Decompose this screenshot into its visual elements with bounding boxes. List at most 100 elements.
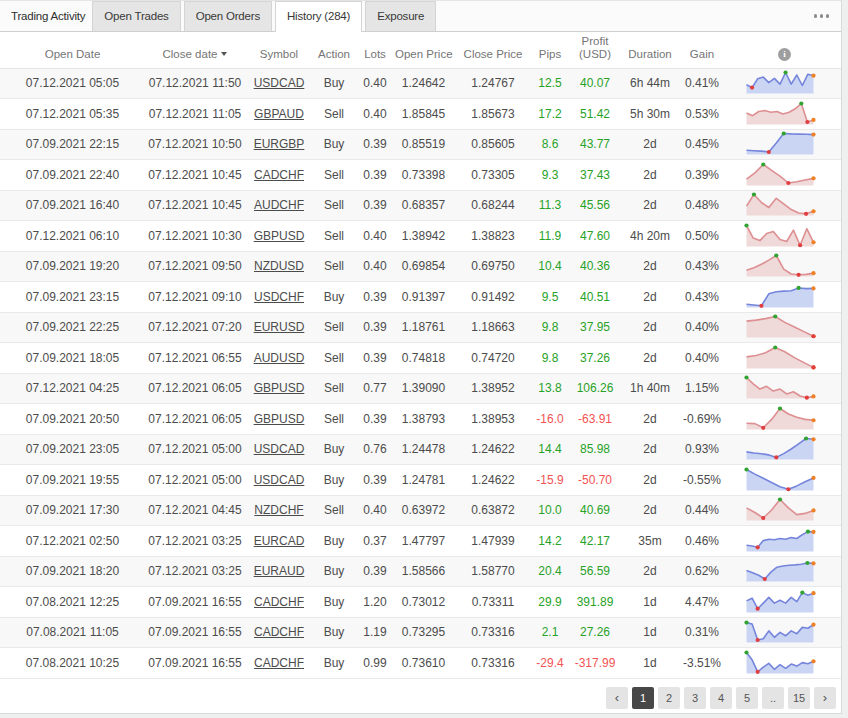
pagination-page-15[interactable]: 15 (788, 687, 810, 709)
pagination-page-4[interactable]: 4 (710, 687, 732, 709)
profit-cell: 40.07 (566, 68, 624, 99)
tab-exposure[interactable]: Exposure (365, 1, 436, 31)
col-action[interactable]: Action (313, 32, 355, 68)
profit-cell: 42.17 (566, 526, 624, 557)
tab-bar: Trading ActivityOpen TradesOpen OrdersHi… (0, 1, 841, 32)
col-duration[interactable]: Duration (624, 32, 676, 68)
symbol-link[interactable]: CADCHF (254, 656, 304, 670)
col-gain[interactable]: Gain (676, 32, 728, 68)
action-cell: Buy (313, 68, 355, 99)
ellipsis-menu-icon[interactable] (811, 14, 829, 32)
close-price-cell: 1.24622 (452, 434, 534, 465)
symbol-link[interactable]: AUDCHF (254, 198, 304, 212)
col-chart: i (728, 32, 841, 68)
symbol-cell: USDCAD (245, 68, 313, 99)
lots-cell: 0.39 (355, 556, 395, 587)
close-price-cell: 1.24622 (452, 465, 534, 496)
symbol-cell: AUDCHF (245, 190, 313, 221)
open-date-cell: 07.09.2021 22:25 (0, 312, 145, 343)
action-cell: Sell (313, 251, 355, 282)
pagination-page-3[interactable]: 3 (684, 687, 706, 709)
pagination-prev-button[interactable]: ‹ (606, 687, 628, 709)
col-close-price[interactable]: Close Price (452, 32, 534, 68)
chart-cell (728, 617, 841, 648)
tab-open-trades[interactable]: Open Trades (92, 1, 180, 31)
symbol-link[interactable]: GBPUSD (254, 381, 305, 395)
gain-cell: 0.39% (676, 160, 728, 191)
tab-open-orders[interactable]: Open Orders (184, 1, 272, 31)
close-date-cell: 07.12.2021 11:50 (145, 68, 245, 99)
lots-cell: 0.76 (355, 434, 395, 465)
table-row: 07.09.2021 16:40 07.12.2021 10:45 AUDCHF… (0, 190, 841, 221)
close-price-cell: 0.74720 (452, 343, 534, 374)
price-sparkline (744, 345, 816, 371)
symbol-link[interactable]: NZDCHF (254, 503, 303, 517)
table-row: 07.08.2021 12:25 07.09.2021 16:55 CADCHF… (0, 587, 841, 618)
col-symbol[interactable]: Symbol (245, 32, 313, 68)
col-close-date[interactable]: Close date (145, 32, 245, 68)
lots-cell: 0.39 (355, 404, 395, 435)
close-date-cell: 07.12.2021 04:45 (145, 495, 245, 526)
symbol-link[interactable]: USDCAD (254, 473, 305, 487)
symbol-link[interactable]: GBPAUD (254, 107, 304, 121)
open-price-cell: 0.91397 (395, 282, 452, 313)
pagination-page-1[interactable]: 1 (632, 687, 654, 709)
action-cell: Sell (313, 190, 355, 221)
symbol-link[interactable]: CADCHF (254, 625, 304, 639)
gain-cell: 0.62% (676, 556, 728, 587)
lots-cell: 0.39 (355, 190, 395, 221)
close-price-cell: 0.73316 (452, 617, 534, 648)
symbol-link[interactable]: AUDUSD (254, 351, 305, 365)
close-price-cell: 1.47939 (452, 526, 534, 557)
col-lots[interactable]: Lots (355, 32, 395, 68)
pips-cell: 9.8 (534, 343, 566, 374)
symbol-link[interactable]: GBPUSD (254, 229, 305, 243)
action-cell: Buy (313, 282, 355, 313)
symbol-link[interactable]: EURGBP (254, 137, 305, 151)
symbol-link[interactable]: NZDUSD (254, 259, 304, 273)
pagination-page-2[interactable]: 2 (658, 687, 680, 709)
table-row: 07.12.2021 04:25 07.12.2021 06:05 GBPUSD… (0, 373, 841, 404)
table-row: 07.09.2021 20:50 07.12.2021 06:05 GBPUSD… (0, 404, 841, 435)
symbol-link[interactable]: EURUSD (254, 320, 305, 334)
col-open-date[interactable]: Open Date (0, 32, 145, 68)
symbol-link[interactable]: GBPUSD (254, 412, 305, 426)
history-table: Open Date Close date Symbol Action Lots … (0, 32, 841, 679)
close-price-cell: 0.68244 (452, 190, 534, 221)
symbol-link[interactable]: USDCHF (254, 290, 304, 304)
gain-cell: 0.43% (676, 282, 728, 313)
profit-cell: 56.59 (566, 556, 624, 587)
duration-cell: 2d (624, 160, 676, 191)
gain-cell: 0.40% (676, 312, 728, 343)
pagination-next-button[interactable]: › (814, 687, 836, 709)
symbol-cell: CADCHF (245, 617, 313, 648)
gain-cell: 0.40% (676, 343, 728, 374)
lots-cell: 0.40 (355, 251, 395, 282)
col-open-price[interactable]: Open Price (395, 32, 452, 68)
col-pips[interactable]: Pips (534, 32, 566, 68)
symbol-link[interactable]: EURCAD (254, 534, 305, 548)
lots-cell: 0.39 (355, 465, 395, 496)
col-profit[interactable]: Profit (USD) (566, 32, 624, 68)
info-icon[interactable]: i (778, 48, 791, 61)
duration-cell: 2d (624, 190, 676, 221)
chart-cell (728, 312, 841, 343)
price-sparkline (744, 528, 816, 554)
symbol-cell: GBPUSD (245, 373, 313, 404)
symbol-link[interactable]: USDCAD (254, 442, 305, 456)
open-date-cell: 07.09.2021 19:55 (0, 465, 145, 496)
lots-cell: 0.39 (355, 129, 395, 160)
tab-history-284[interactable]: History (284) (275, 1, 362, 32)
price-sparkline (744, 314, 816, 340)
sort-desc-icon (221, 52, 227, 56)
duration-cell: 2d (624, 465, 676, 496)
symbol-link[interactable]: CADCHF (254, 168, 304, 182)
close-date-cell: 07.09.2021 16:55 (145, 587, 245, 618)
symbol-link[interactable]: USDCAD (254, 76, 305, 90)
symbol-link[interactable]: EURAUD (254, 564, 305, 578)
symbol-link[interactable]: CADCHF (254, 595, 304, 609)
pagination-page-..[interactable]: .. (762, 687, 784, 709)
close-date-cell: 07.12.2021 03:25 (145, 526, 245, 557)
pagination-page-5[interactable]: 5 (736, 687, 758, 709)
lots-cell: 0.39 (355, 282, 395, 313)
